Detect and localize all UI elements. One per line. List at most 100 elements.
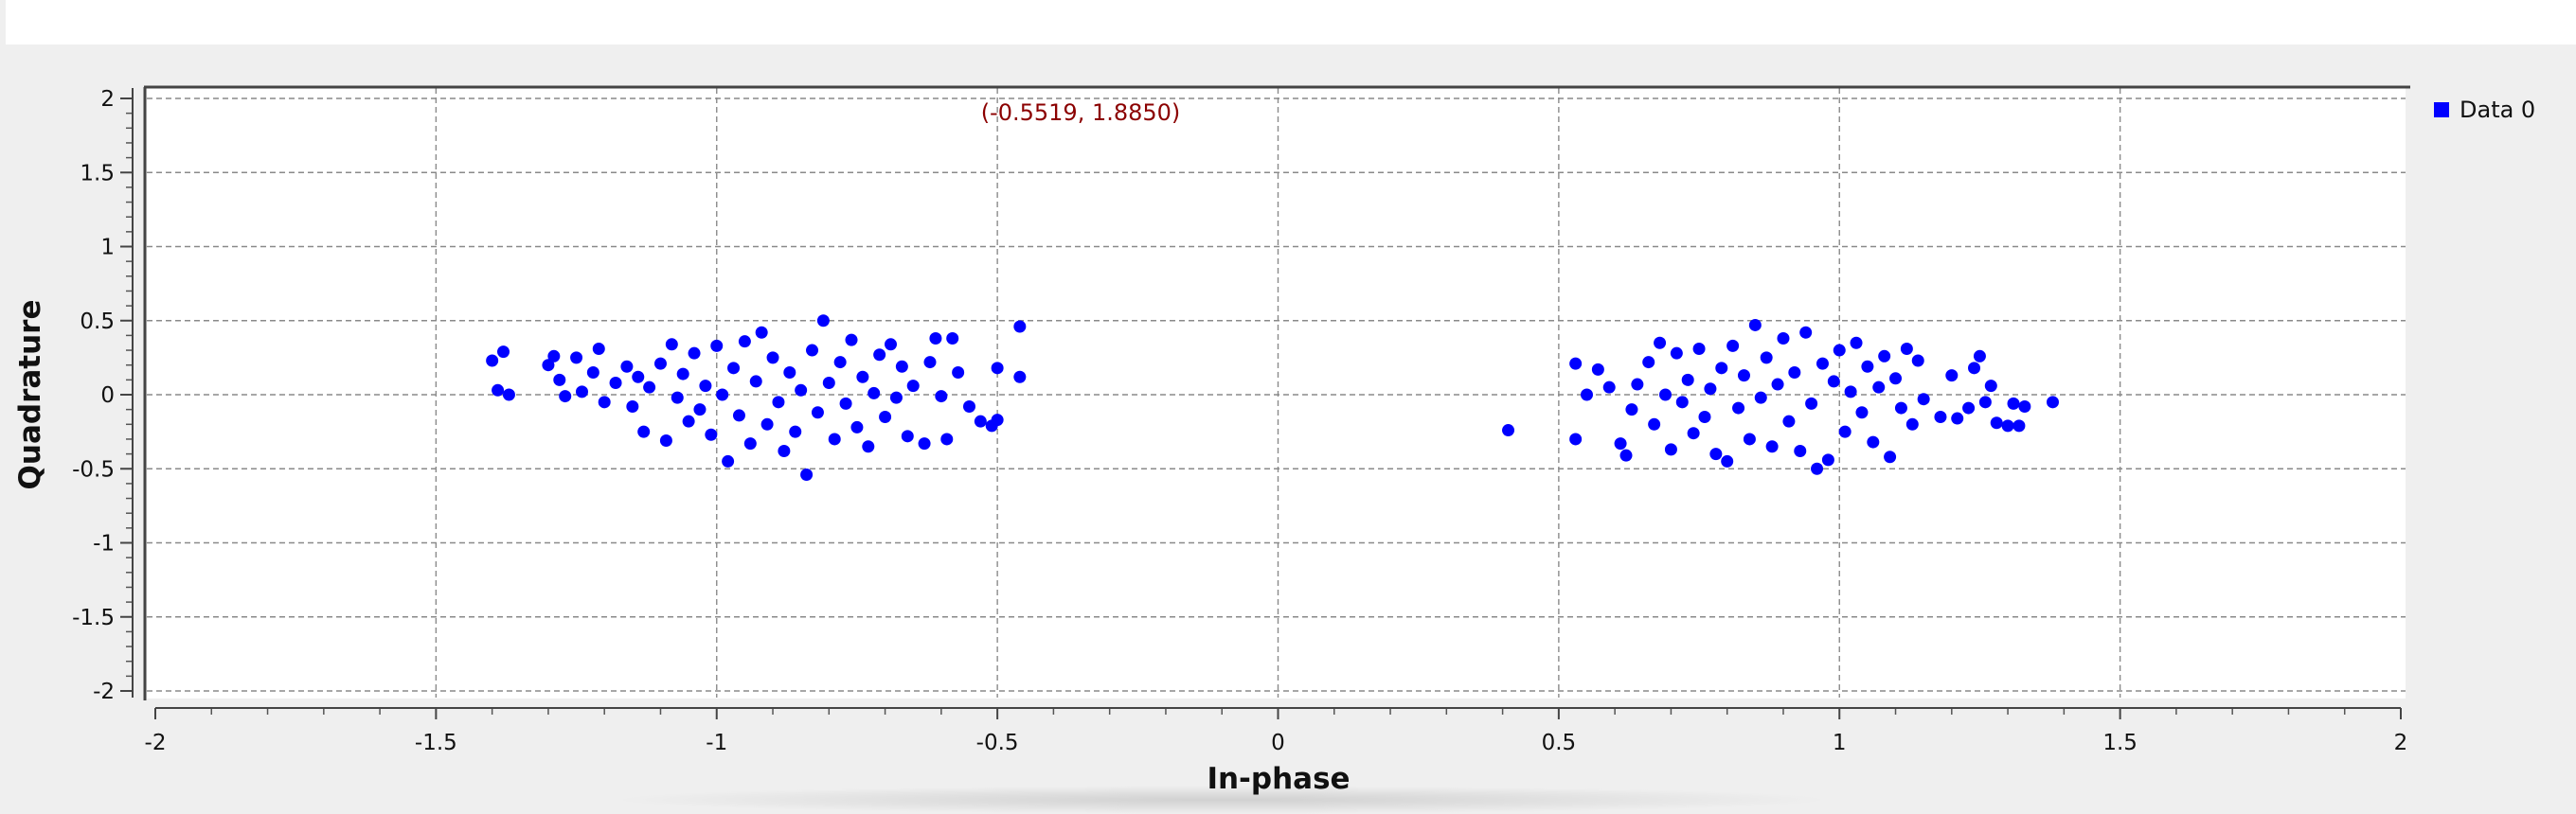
data-point xyxy=(632,370,645,383)
data-point xyxy=(497,345,510,359)
data-point xyxy=(845,333,858,346)
data-point xyxy=(1855,406,1869,419)
data-point xyxy=(1894,401,1907,415)
legend-label-data-0[interactable]: Data 0 xyxy=(2460,97,2535,123)
data-point xyxy=(1917,393,1930,406)
data-point xyxy=(1502,424,1515,437)
data-point xyxy=(806,344,819,357)
data-point xyxy=(626,400,639,414)
data-point xyxy=(991,414,1004,427)
data-point xyxy=(755,326,768,339)
data-point xyxy=(1821,453,1834,467)
data-point xyxy=(940,433,954,446)
data-point xyxy=(492,383,505,397)
data-point xyxy=(1905,417,1919,431)
data-point xyxy=(1760,351,1773,364)
data-point xyxy=(688,346,701,360)
data-point xyxy=(1900,342,1913,355)
data-point xyxy=(1805,397,1818,410)
data-point xyxy=(620,360,634,373)
data-point xyxy=(671,391,684,404)
data-point xyxy=(699,380,712,393)
data-point xyxy=(783,366,796,380)
data-point xyxy=(1973,349,1986,363)
data-point xyxy=(1648,417,1661,431)
data-point xyxy=(1602,380,1616,394)
data-point xyxy=(586,366,599,380)
x-tick-label: 1 xyxy=(1833,731,1847,755)
data-point xyxy=(1978,396,1992,409)
status-shadow xyxy=(606,786,1837,814)
data-point xyxy=(1737,369,1750,382)
data-point xyxy=(789,425,802,438)
plot-canvas[interactable] xyxy=(147,88,2406,699)
data-point xyxy=(906,380,920,393)
data-point xyxy=(1721,454,1734,468)
data-point xyxy=(1911,354,1924,367)
data-point xyxy=(553,373,566,386)
x-tick-labels: -2 -1.5 -1 -0.5 0 0.5 1 1.5 2 xyxy=(145,731,2408,755)
data-point xyxy=(1709,448,1723,461)
data-point xyxy=(1984,380,1997,393)
data-point xyxy=(1726,339,1740,352)
data-point xyxy=(1867,435,1880,449)
data-point xyxy=(676,367,689,380)
x-tick-label: 0.5 xyxy=(1542,731,1577,755)
data-point xyxy=(850,420,864,434)
data-point xyxy=(643,380,656,394)
data-point xyxy=(1664,443,1677,456)
data-point xyxy=(828,433,841,446)
y-tick-label: 0.5 xyxy=(80,310,115,334)
data-point xyxy=(1654,336,1667,349)
data-point xyxy=(743,437,757,451)
data-point xyxy=(856,370,869,383)
data-point xyxy=(738,335,751,348)
data-point xyxy=(1748,318,1762,331)
data-point xyxy=(1872,380,1886,394)
data-point xyxy=(839,397,852,410)
data-point xyxy=(665,338,678,351)
data-point xyxy=(935,390,948,403)
y-tick-label: -1.5 xyxy=(72,606,115,630)
x-tick-label: 0 xyxy=(1271,731,1285,755)
data-point xyxy=(1850,336,1863,349)
grid-lines xyxy=(147,88,2406,698)
data-point xyxy=(1811,462,1824,475)
data-point xyxy=(1569,433,1583,446)
data-point xyxy=(795,383,808,397)
data-point xyxy=(486,354,499,367)
data-point xyxy=(800,469,814,482)
y-tick-label: 0 xyxy=(100,383,115,408)
data-point xyxy=(1934,410,1947,423)
data-point xyxy=(1794,444,1807,457)
data-point xyxy=(991,362,1004,375)
data-point xyxy=(705,428,718,441)
x-tick-label: -2 xyxy=(145,731,167,755)
legend[interactable]: Data 0 xyxy=(2434,97,2535,123)
data-point xyxy=(1658,388,1672,401)
data-point xyxy=(716,388,729,401)
data-point xyxy=(873,348,886,362)
data-point xyxy=(1990,416,2003,430)
data-point xyxy=(570,351,583,364)
data-point xyxy=(1782,415,1796,428)
data-point xyxy=(2001,419,2014,433)
data-point xyxy=(1569,357,1583,370)
data-point xyxy=(1771,378,1784,391)
data-point xyxy=(1827,375,1840,388)
data-point xyxy=(1642,356,1655,369)
data-point xyxy=(962,400,975,414)
data-point xyxy=(766,351,779,364)
y-tick-labels: -2 -1.5 -1 -0.5 0 0.5 1 1.5 2 xyxy=(72,87,115,704)
data-point xyxy=(502,388,515,401)
cursor-coordinate-readout: (-0.5519, 1.8850) xyxy=(981,99,1181,126)
data-0-points xyxy=(486,314,2059,482)
x-tick-label: 1.5 xyxy=(2102,731,2138,755)
data-point xyxy=(1765,440,1779,453)
y-axis-title: Quadrature xyxy=(13,300,47,490)
data-point xyxy=(1013,370,1027,383)
data-point xyxy=(1838,425,1852,438)
data-point xyxy=(2007,397,2020,410)
data-point xyxy=(895,360,908,373)
